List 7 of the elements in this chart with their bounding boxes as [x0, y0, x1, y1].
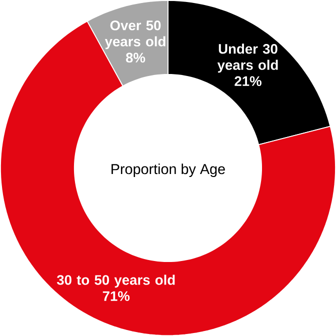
data-label: 8%: [126, 52, 146, 63]
slice-label: 30 to 50 years old: [56, 274, 175, 288]
slice-label: Over 50 years old: [104, 20, 166, 50]
data-label: 21%: [234, 76, 262, 86]
text: Proportion by Age: [112, 164, 225, 178]
data-label: 71%: [102, 291, 130, 301]
slice-label: Under 30 years old: [217, 44, 278, 73]
